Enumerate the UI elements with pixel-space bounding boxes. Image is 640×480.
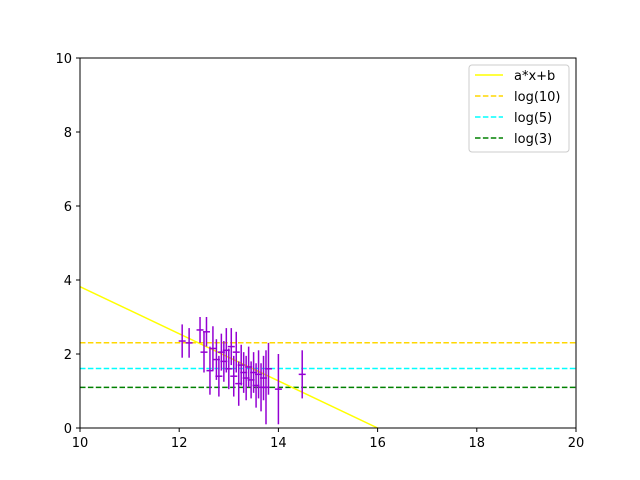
legend-label: log(10) bbox=[514, 90, 561, 105]
legend-label: log(3) bbox=[514, 132, 552, 147]
x-tick-label: 10 bbox=[72, 436, 89, 451]
x-tick-label: 14 bbox=[270, 436, 287, 451]
y-tick-label: 2 bbox=[64, 348, 72, 363]
x-tick-label: 18 bbox=[469, 436, 486, 451]
y-tick-label: 4 bbox=[64, 274, 72, 289]
data-point bbox=[202, 317, 210, 347]
x-tick-label: 20 bbox=[568, 436, 585, 451]
data-point bbox=[230, 355, 238, 397]
data-point bbox=[232, 331, 240, 373]
legend-label: a*x+b bbox=[514, 69, 555, 84]
y-tick-label: 6 bbox=[64, 200, 72, 215]
data-point bbox=[196, 317, 204, 343]
legend-label: log(5) bbox=[514, 111, 552, 126]
data-point bbox=[185, 328, 193, 358]
plot-frame bbox=[79, 57, 577, 429]
y-tick-label: 8 bbox=[64, 126, 72, 141]
data-point bbox=[178, 324, 186, 358]
x-tick-label: 16 bbox=[369, 436, 386, 451]
data-point bbox=[209, 326, 217, 371]
data-point bbox=[227, 328, 235, 366]
data-point bbox=[200, 331, 208, 373]
legend: a*x+b log(10) log(5) log(3) bbox=[468, 64, 570, 153]
x-tick-label: 12 bbox=[171, 436, 188, 451]
data-point bbox=[215, 355, 223, 397]
data-point bbox=[274, 354, 282, 425]
data-point bbox=[298, 350, 306, 399]
y-tick-label: 10 bbox=[55, 52, 72, 67]
data-point bbox=[225, 348, 233, 390]
y-tick-label: 0 bbox=[64, 422, 72, 437]
data-point bbox=[264, 342, 272, 395]
legend-box bbox=[468, 64, 570, 153]
